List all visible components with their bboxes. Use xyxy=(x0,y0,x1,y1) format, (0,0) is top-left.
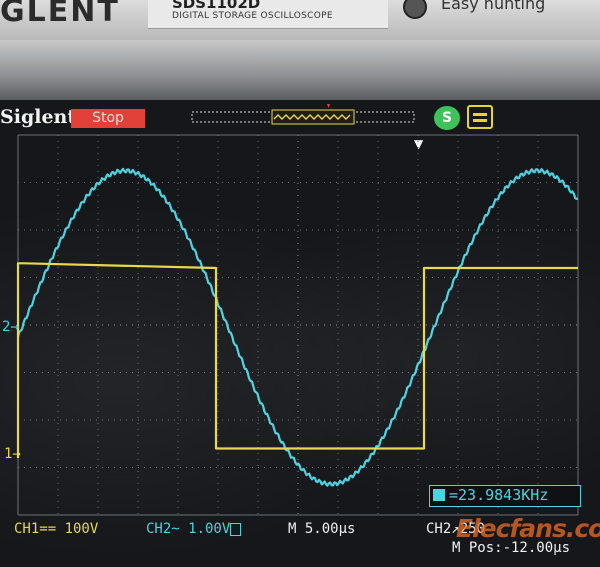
easy-hunting-label: Easy hunting xyxy=(441,0,546,13)
graticule xyxy=(17,134,579,516)
ch2-ground-marker: 2→ xyxy=(2,319,19,335)
trigger-position-icon: ▼ xyxy=(414,137,424,151)
ch2-scale: CH2~ 1.00V xyxy=(146,521,242,537)
model-subtitle: DIGITAL STORAGE OSCILLOSCOPE xyxy=(172,11,333,21)
run-stop-status: Stop xyxy=(71,109,145,128)
bandwidth-limit-icon xyxy=(230,522,242,536)
frequency-icon xyxy=(433,489,445,501)
frequency-readout: =23.9843KHz xyxy=(449,486,549,504)
bezel-top: GLENT SDS1102D DIGITAL STORAGE OSCILLOSC… xyxy=(0,0,600,40)
ch1-trace xyxy=(16,262,578,458)
bezel-frame xyxy=(0,40,600,100)
model-plate xyxy=(148,0,388,29)
ch2-scale-text: CH2~ 1.00V xyxy=(146,521,231,537)
easy-hunting-icon xyxy=(403,0,427,19)
printer-icon xyxy=(467,105,493,129)
ch2-trace xyxy=(16,167,579,487)
model-name: SDS1102D xyxy=(172,0,261,12)
memory-position: M Pos:-12.00μs xyxy=(452,540,571,556)
frequency-readout-box xyxy=(429,485,581,507)
timebase: M 5.00μs xyxy=(288,521,356,537)
bezel-brand: GLENT xyxy=(0,0,120,29)
watermark: Elecfans.com xyxy=(456,514,600,543)
memory-bar xyxy=(191,104,415,125)
status-badge: S xyxy=(434,106,460,130)
ch1-ground-marker: 1→ xyxy=(4,446,21,462)
trigger-setting: CH2↗250 xyxy=(426,521,486,537)
ch1-scale: CH1== 100V xyxy=(14,521,99,537)
screen-brand: Siglent xyxy=(0,106,77,128)
